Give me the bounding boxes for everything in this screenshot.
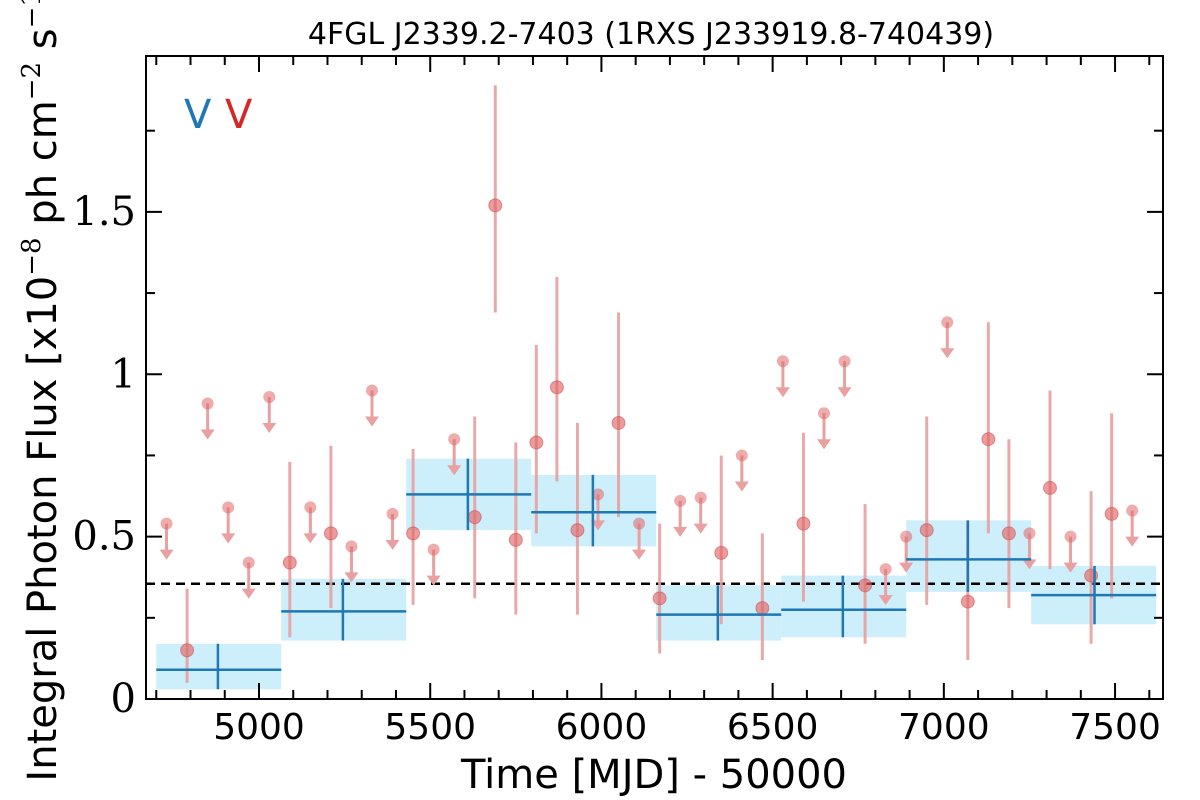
upper-limit-point <box>160 517 173 530</box>
upper-limit-point <box>674 494 687 507</box>
upper-limit-point <box>427 543 440 556</box>
data-point <box>467 510 482 525</box>
upper-limit-point <box>900 530 913 543</box>
upper-limit-point <box>1023 527 1036 540</box>
y-axis-label-exp2: −2 <box>17 62 47 100</box>
upper-limit-point <box>201 397 214 410</box>
upper-limit-arrow <box>447 465 462 476</box>
upper-limit-arrow <box>878 595 893 606</box>
data-point <box>488 198 503 213</box>
x-tick-label: 6500 <box>727 707 819 748</box>
upper-limit-arrow <box>1063 562 1078 573</box>
data-point <box>1001 526 1016 541</box>
upper-limit-point <box>366 384 378 397</box>
data-point <box>549 380 564 395</box>
upper-limit-point <box>222 501 235 514</box>
upper-limit-arrow <box>673 526 688 537</box>
upper-limit-arrow <box>365 416 379 427</box>
plot-frame <box>145 55 1164 700</box>
upper-limit-arrow <box>385 539 400 550</box>
y-tick-label: 1.5 <box>72 189 136 235</box>
upper-limit-point <box>345 540 358 553</box>
y-axis-label-exp1: −8 <box>17 237 47 275</box>
upper-limit-point <box>242 556 255 569</box>
data-point <box>1043 480 1057 495</box>
upper-limit-arrow <box>200 429 215 440</box>
upper-limit-arrow <box>693 523 708 534</box>
upper-limit-point <box>818 407 830 420</box>
upper-limit-arrow <box>1125 536 1140 547</box>
y-axis-label-mid: ph cm <box>20 100 66 237</box>
data-point <box>323 526 338 541</box>
upper-limit-point <box>448 433 461 446</box>
data-point <box>406 526 421 541</box>
legend-v-red: V <box>225 92 253 138</box>
x-tick-label: 7000 <box>898 707 990 748</box>
upper-limit-point <box>304 501 317 514</box>
x-tick-label: 5500 <box>384 707 476 748</box>
x-tick-label: 5000 <box>213 707 305 748</box>
data-point <box>570 523 585 538</box>
y-axis-label-base: Integral Photon Flux [x10 <box>20 276 66 782</box>
upper-limit-arrow <box>303 533 318 544</box>
chart-title: 4FGL J2339.2-7403 (1RXS J233919.8-740439… <box>308 17 994 52</box>
upper-limit-point <box>735 449 748 462</box>
x-axis-label: Time [MJD] - 50000 <box>460 752 847 798</box>
x-tick-label: 6000 <box>556 707 648 748</box>
upper-limit-point <box>838 355 851 368</box>
upper-limit-point <box>1126 504 1139 517</box>
upper-limit-point <box>776 355 789 368</box>
upper-limit-point <box>941 316 954 329</box>
data-point <box>611 415 626 430</box>
upper-limit-arrow <box>221 533 236 544</box>
y-axis-label-mid2: s <box>20 28 66 62</box>
data-point <box>919 523 934 538</box>
upper-limit-arrow <box>344 572 359 583</box>
upper-limit-arrow <box>241 588 256 599</box>
data-point <box>714 545 729 560</box>
y-axis-label: Integral Photon Flux [x10−8 ph cm−2 s−1] <box>17 0 66 782</box>
upper-limit-point <box>592 488 604 501</box>
data-point <box>508 532 523 547</box>
data-point <box>960 594 975 609</box>
data-point <box>981 432 996 447</box>
upper-limit-arrow <box>775 387 790 398</box>
plot-area <box>146 85 1163 690</box>
upper-limit-arrow <box>632 549 647 560</box>
data-point <box>652 591 667 606</box>
data-point <box>529 435 544 450</box>
data-point <box>858 578 873 593</box>
y-axis-label-exp3: −1 <box>17 0 47 28</box>
upper-limit-point <box>879 563 892 576</box>
upper-limit-point <box>633 517 646 530</box>
y-tick-label: 0.5 <box>72 514 136 560</box>
upper-limit-arrow <box>262 422 277 433</box>
upper-limit-arrow <box>734 481 749 492</box>
upper-limit-point <box>694 491 707 504</box>
x-tick-label: 7500 <box>1069 707 1161 748</box>
upper-limit-arrow <box>591 520 605 531</box>
upper-limit-arrow <box>1022 559 1037 570</box>
upper-limit-arrow <box>159 549 174 560</box>
upper-limit-point <box>386 507 399 520</box>
axis-ticks: 5000 5500 6000 6500 7000 7500 0 0.5 1 1.5 <box>72 56 1163 748</box>
data-point <box>180 643 195 658</box>
upper-limit-point <box>1064 530 1077 543</box>
upper-limit-arrow <box>899 562 914 573</box>
data-point <box>796 516 811 531</box>
upper-limit-arrow <box>817 439 831 450</box>
data-point <box>282 555 297 570</box>
upper-limit-arrow <box>940 348 955 359</box>
data-point <box>1104 506 1119 521</box>
data-point <box>755 601 770 616</box>
upper-limit-arrow <box>837 387 852 398</box>
y-tick-label: 0 <box>111 676 136 722</box>
upper-limit-arrow <box>426 575 441 586</box>
legend-v-blue: V <box>184 92 212 138</box>
y-tick-label: 1 <box>111 351 136 397</box>
upper-limit-point <box>263 390 276 403</box>
